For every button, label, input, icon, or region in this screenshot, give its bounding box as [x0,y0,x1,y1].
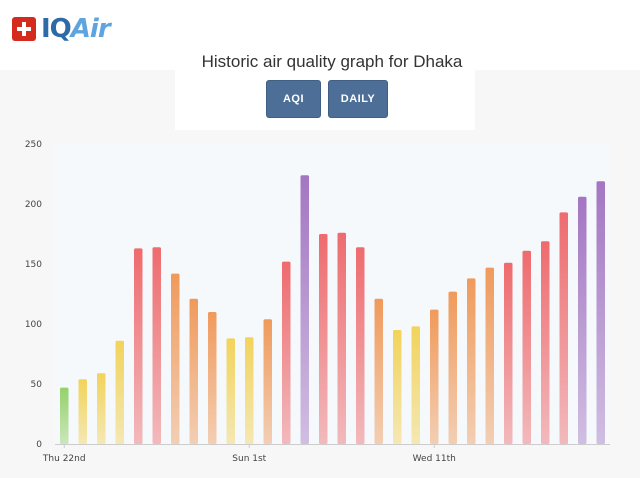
swiss-flag-icon [12,17,36,41]
aqi-bar[interactable] [245,337,254,444]
y-tick-label: 100 [25,320,42,330]
bar-series [60,175,605,444]
aqi-bar[interactable] [208,312,217,444]
aqi-button[interactable]: AQI [266,80,321,118]
aqi-bar[interactable] [226,338,236,444]
aqi-bar[interactable] [189,298,199,444]
y-tick-label: 50 [31,380,43,390]
aqi-bar[interactable] [97,373,106,444]
aqi-bar[interactable] [134,248,143,444]
x-axis: Thu 22nd Sun 1st Wed 11th [42,444,610,464]
aqi-bar[interactable] [411,326,421,444]
aqi-bar[interactable] [319,234,328,444]
header-card [175,20,475,130]
logo-prefix: IQ [41,14,72,44]
y-tick-label: 200 [25,200,42,210]
aqi-bar[interactable] [282,261,291,444]
aqi-bar[interactable] [263,319,273,444]
page-title: Historic air quality graph for Dhaka [201,52,463,71]
aqi-bar[interactable] [78,379,88,444]
aqi-bar[interactable] [337,232,347,444]
aqi-bar-chart: 0 50 100 150 200 250 Thu 22nd Sun 1st Wed 11th [25,140,610,464]
y-tick-label: 150 [25,260,42,270]
plot-area [55,144,610,444]
y-tick-label: 250 [25,140,42,150]
aqi-bar[interactable] [374,298,384,444]
x-tick-label: Sun 1st [232,454,266,464]
aqi-bar[interactable] [152,247,162,444]
aqi-bar[interactable] [541,241,550,444]
aqi-bar[interactable] [115,340,125,444]
aqi-bar[interactable] [300,175,310,444]
aqi-bar[interactable] [522,250,532,444]
aqi-bar[interactable] [467,278,476,444]
aqi-bar[interactable] [578,196,587,444]
iqair-logo[interactable]: IQAir [12,14,111,44]
aqi-bar[interactable] [448,291,458,444]
aqi-bar[interactable] [171,273,180,444]
aqi-bar[interactable] [559,212,569,444]
aqi-bar[interactable] [485,267,495,444]
x-tick-label: Thu 22nd [42,454,86,464]
aqi-bar[interactable] [430,309,439,444]
aqi-bar[interactable] [393,330,402,444]
daily-button[interactable]: DAILY [328,80,388,118]
aqi-bar[interactable] [356,247,365,444]
aqi-bar[interactable] [504,262,513,444]
y-tick-label: 0 [36,440,42,450]
aqi-bar[interactable] [596,181,606,444]
x-tick-label: Wed 11th [413,454,456,464]
logo-suffix: Air [70,14,111,44]
y-axis: 0 50 100 150 200 250 [25,140,42,450]
logo-wordmark: IQAir [41,14,111,44]
aqi-bar[interactable] [60,387,69,444]
